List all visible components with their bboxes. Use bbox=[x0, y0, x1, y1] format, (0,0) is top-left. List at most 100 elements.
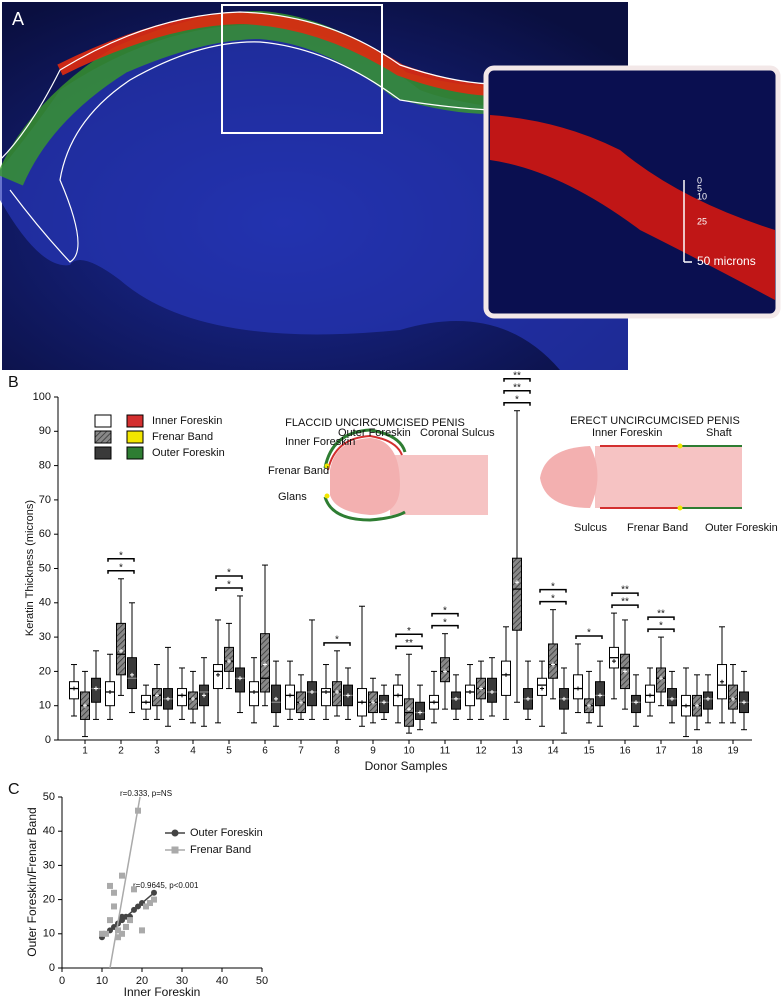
mean-marker bbox=[83, 703, 87, 708]
significance-label: * bbox=[227, 580, 231, 591]
y-tick-label: 0 bbox=[49, 962, 55, 974]
annotation: r=0.333, p=NS bbox=[120, 789, 172, 798]
mean-marker bbox=[742, 700, 746, 705]
mean-marker bbox=[119, 648, 123, 653]
scale-label: 25 bbox=[697, 216, 707, 226]
mean-marker bbox=[418, 710, 422, 715]
x-tick-label: 5 bbox=[226, 746, 232, 757]
legend-swatch bbox=[126, 414, 144, 428]
significance-label: ** bbox=[405, 638, 413, 649]
x-tick-label: 40 bbox=[216, 975, 228, 987]
box bbox=[512, 557, 522, 631]
mean-marker bbox=[72, 686, 76, 691]
point bbox=[139, 927, 145, 934]
mean-marker bbox=[670, 696, 674, 701]
mean-marker bbox=[562, 696, 566, 701]
point bbox=[115, 927, 121, 934]
y-tick-label: 30 bbox=[43, 859, 55, 871]
mean-marker bbox=[202, 693, 206, 698]
point bbox=[151, 889, 157, 896]
legend-label: Outer Foreskin bbox=[152, 447, 225, 459]
significance-label: * bbox=[551, 593, 555, 604]
diagram-label: Shaft bbox=[706, 427, 732, 439]
point bbox=[127, 917, 133, 924]
legend-swatch bbox=[94, 430, 112, 444]
scale-label: 5 bbox=[697, 183, 702, 193]
point bbox=[107, 917, 113, 924]
significance-bracket bbox=[503, 401, 531, 406]
legend-swatch bbox=[94, 414, 112, 428]
significance-label: ** bbox=[657, 609, 665, 620]
significance-label: ** bbox=[513, 382, 521, 393]
y-tick-label: 50 bbox=[43, 791, 55, 803]
significance-label: * bbox=[443, 617, 447, 628]
mean-marker bbox=[144, 700, 148, 705]
x-tick-label: 10 bbox=[403, 746, 415, 757]
box bbox=[501, 660, 511, 696]
x-tick-label: 2 bbox=[118, 746, 124, 757]
significance-bracket bbox=[215, 587, 243, 591]
legend-label: Frenar Band bbox=[152, 431, 213, 443]
significance-label: * bbox=[407, 626, 411, 637]
mean-marker bbox=[540, 686, 544, 691]
legend-label: Inner Foreskin bbox=[152, 415, 222, 427]
point bbox=[151, 896, 157, 903]
mean-marker bbox=[587, 703, 591, 708]
diagram-title: FLACCID UNCIRCUMCISED PENIS bbox=[285, 417, 465, 429]
mean-marker bbox=[720, 679, 724, 684]
x-tick-label: 10 bbox=[96, 975, 108, 987]
mean-marker bbox=[94, 686, 98, 691]
mean-marker bbox=[299, 700, 303, 705]
diagram-label: Frenar Band bbox=[268, 465, 329, 477]
mean-marker bbox=[551, 662, 555, 667]
significance-bracket bbox=[539, 600, 567, 605]
mean-marker bbox=[706, 696, 710, 701]
y-tick-label: 10 bbox=[43, 928, 55, 940]
diagram-label: Outer Foreskin bbox=[705, 522, 778, 534]
mean-marker bbox=[407, 707, 411, 712]
significance-bracket bbox=[611, 592, 639, 597]
mean-marker bbox=[443, 669, 447, 674]
significance-label: * bbox=[119, 562, 123, 573]
mean-marker bbox=[684, 703, 688, 708]
mean-marker bbox=[310, 689, 314, 694]
point bbox=[119, 872, 125, 879]
scale-label: 0 bbox=[697, 175, 702, 185]
x-tick-label: 7 bbox=[298, 746, 304, 757]
mean-marker bbox=[479, 686, 483, 691]
mean-marker bbox=[371, 700, 375, 705]
x-tick-label: 13 bbox=[511, 746, 523, 757]
x-tick-label: 1 bbox=[82, 746, 88, 757]
significance-bracket bbox=[431, 612, 459, 617]
significance-bracket bbox=[503, 377, 531, 382]
mean-marker bbox=[515, 580, 519, 585]
significance-bracket bbox=[611, 604, 639, 609]
mean-marker bbox=[468, 689, 472, 694]
mean-marker bbox=[731, 696, 735, 701]
x-tick-label: 12 bbox=[475, 746, 487, 757]
panel-label: C bbox=[8, 781, 20, 798]
y-axis-label: Outer Foreskin/Frenar Band bbox=[25, 807, 39, 956]
diagram-label: Frenar Band bbox=[627, 522, 688, 534]
x-tick-label: 0 bbox=[59, 975, 65, 987]
point bbox=[123, 923, 129, 930]
x-axis-label: Inner Foreskin bbox=[124, 985, 201, 999]
significance-bracket bbox=[431, 624, 459, 629]
diagram-label: Inner Foreskin bbox=[592, 427, 662, 439]
mean-marker bbox=[432, 700, 436, 705]
x-tick-label: 8 bbox=[334, 746, 340, 757]
y-tick-label: 20 bbox=[43, 894, 55, 906]
scale-label: 50 microns bbox=[697, 254, 756, 268]
significance-label: * bbox=[335, 634, 339, 645]
x-tick-label: 20 bbox=[136, 975, 148, 987]
mean-marker bbox=[108, 689, 112, 694]
x-tick-label: 9 bbox=[370, 746, 376, 757]
significance-label: * bbox=[227, 568, 231, 579]
y-tick-label: 30 bbox=[39, 631, 51, 643]
mean-marker bbox=[227, 659, 231, 664]
mean-marker bbox=[382, 700, 386, 705]
mean-marker bbox=[252, 689, 256, 694]
point bbox=[135, 903, 141, 910]
diagram-label: Glans bbox=[278, 491, 307, 503]
x-tick-label: 4 bbox=[190, 746, 196, 757]
